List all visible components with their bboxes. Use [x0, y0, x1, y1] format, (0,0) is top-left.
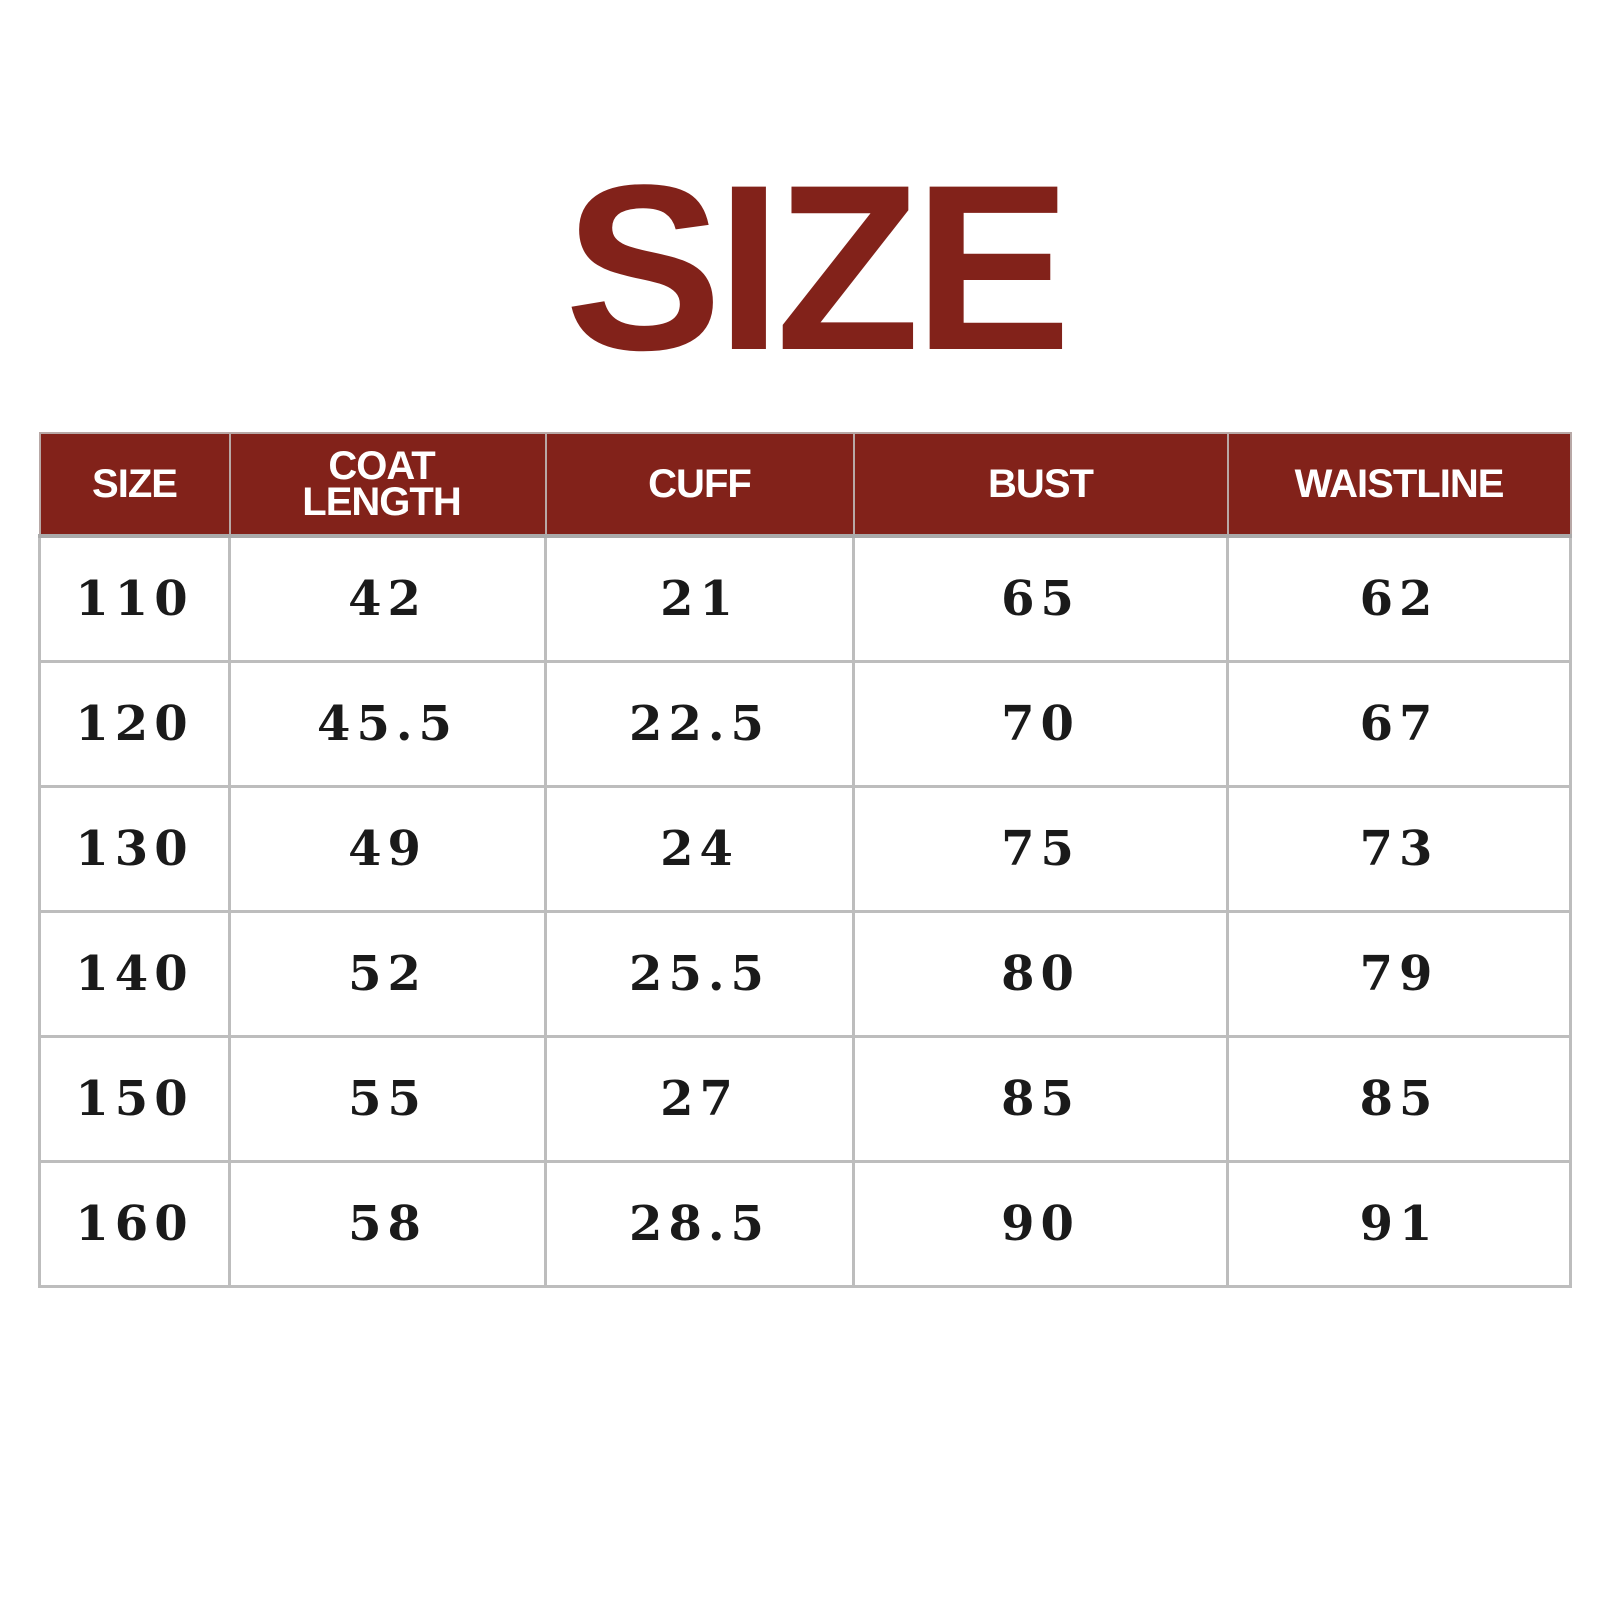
- table-row: 120 45.5 22.5 70 67: [38, 660, 1572, 788]
- table-row: 140 52 25.5 80 79: [38, 910, 1572, 1038]
- table-row: 130 49 24 75 73: [38, 785, 1572, 913]
- cell-waistline: 67: [1226, 660, 1572, 788]
- header-waistline: WAISTLINE: [1226, 432, 1572, 538]
- cell-size: 140: [38, 910, 231, 1038]
- cell-coat-length: 45.5: [228, 660, 547, 788]
- cell-cuff: 27: [544, 1035, 855, 1163]
- cell-size: 160: [38, 1160, 231, 1288]
- size-table: SIZE COAT LENGTH CUFF BUST WAISTLINE 110…: [38, 432, 1572, 1288]
- header-row: SIZE COAT LENGTH CUFF BUST WAISTLINE: [38, 432, 1572, 538]
- header-coat-length-label: COAT LENGTH: [302, 444, 461, 524]
- cell-waistline: 79: [1226, 910, 1572, 1038]
- cell-cuff: 21: [544, 534, 855, 663]
- cell-bust: 75: [852, 785, 1229, 913]
- cell-size: 120: [38, 660, 231, 788]
- cell-coat-length: 52: [228, 910, 547, 1038]
- cell-waistline: 73: [1226, 785, 1572, 913]
- table-row: 150 55 27 85 85: [38, 1035, 1572, 1163]
- cell-coat-length: 42: [228, 534, 547, 663]
- cell-coat-length: 58: [228, 1160, 547, 1288]
- table-row: 160 58 28.5 90 91: [38, 1160, 1572, 1288]
- header-cuff: CUFF: [544, 432, 855, 538]
- page-title: SIZE: [564, 136, 1072, 400]
- cell-size: 130: [38, 785, 231, 913]
- cell-bust: 65: [852, 534, 1229, 663]
- header-size: SIZE: [38, 432, 231, 538]
- cell-coat-length: 55: [228, 1035, 547, 1163]
- table-row: 110 42 21 65 62: [38, 534, 1572, 663]
- cell-coat-length: 49: [228, 785, 547, 913]
- cell-bust: 80: [852, 910, 1229, 1038]
- cell-waistline: 62: [1226, 534, 1572, 663]
- cell-cuff: 24: [544, 785, 855, 913]
- cell-bust: 85: [852, 1035, 1229, 1163]
- cell-bust: 90: [852, 1160, 1229, 1288]
- header-coat-length: COAT LENGTH: [228, 432, 547, 538]
- cell-cuff: 22.5: [544, 660, 855, 788]
- cell-waistline: 85: [1226, 1035, 1572, 1163]
- cell-size: 150: [38, 1035, 231, 1163]
- cell-size: 110: [38, 534, 231, 663]
- cell-cuff: 28.5: [544, 1160, 855, 1288]
- cell-cuff: 25.5: [544, 910, 855, 1038]
- header-bust: BUST: [852, 432, 1229, 538]
- cell-waistline: 91: [1226, 1160, 1572, 1288]
- cell-bust: 70: [852, 660, 1229, 788]
